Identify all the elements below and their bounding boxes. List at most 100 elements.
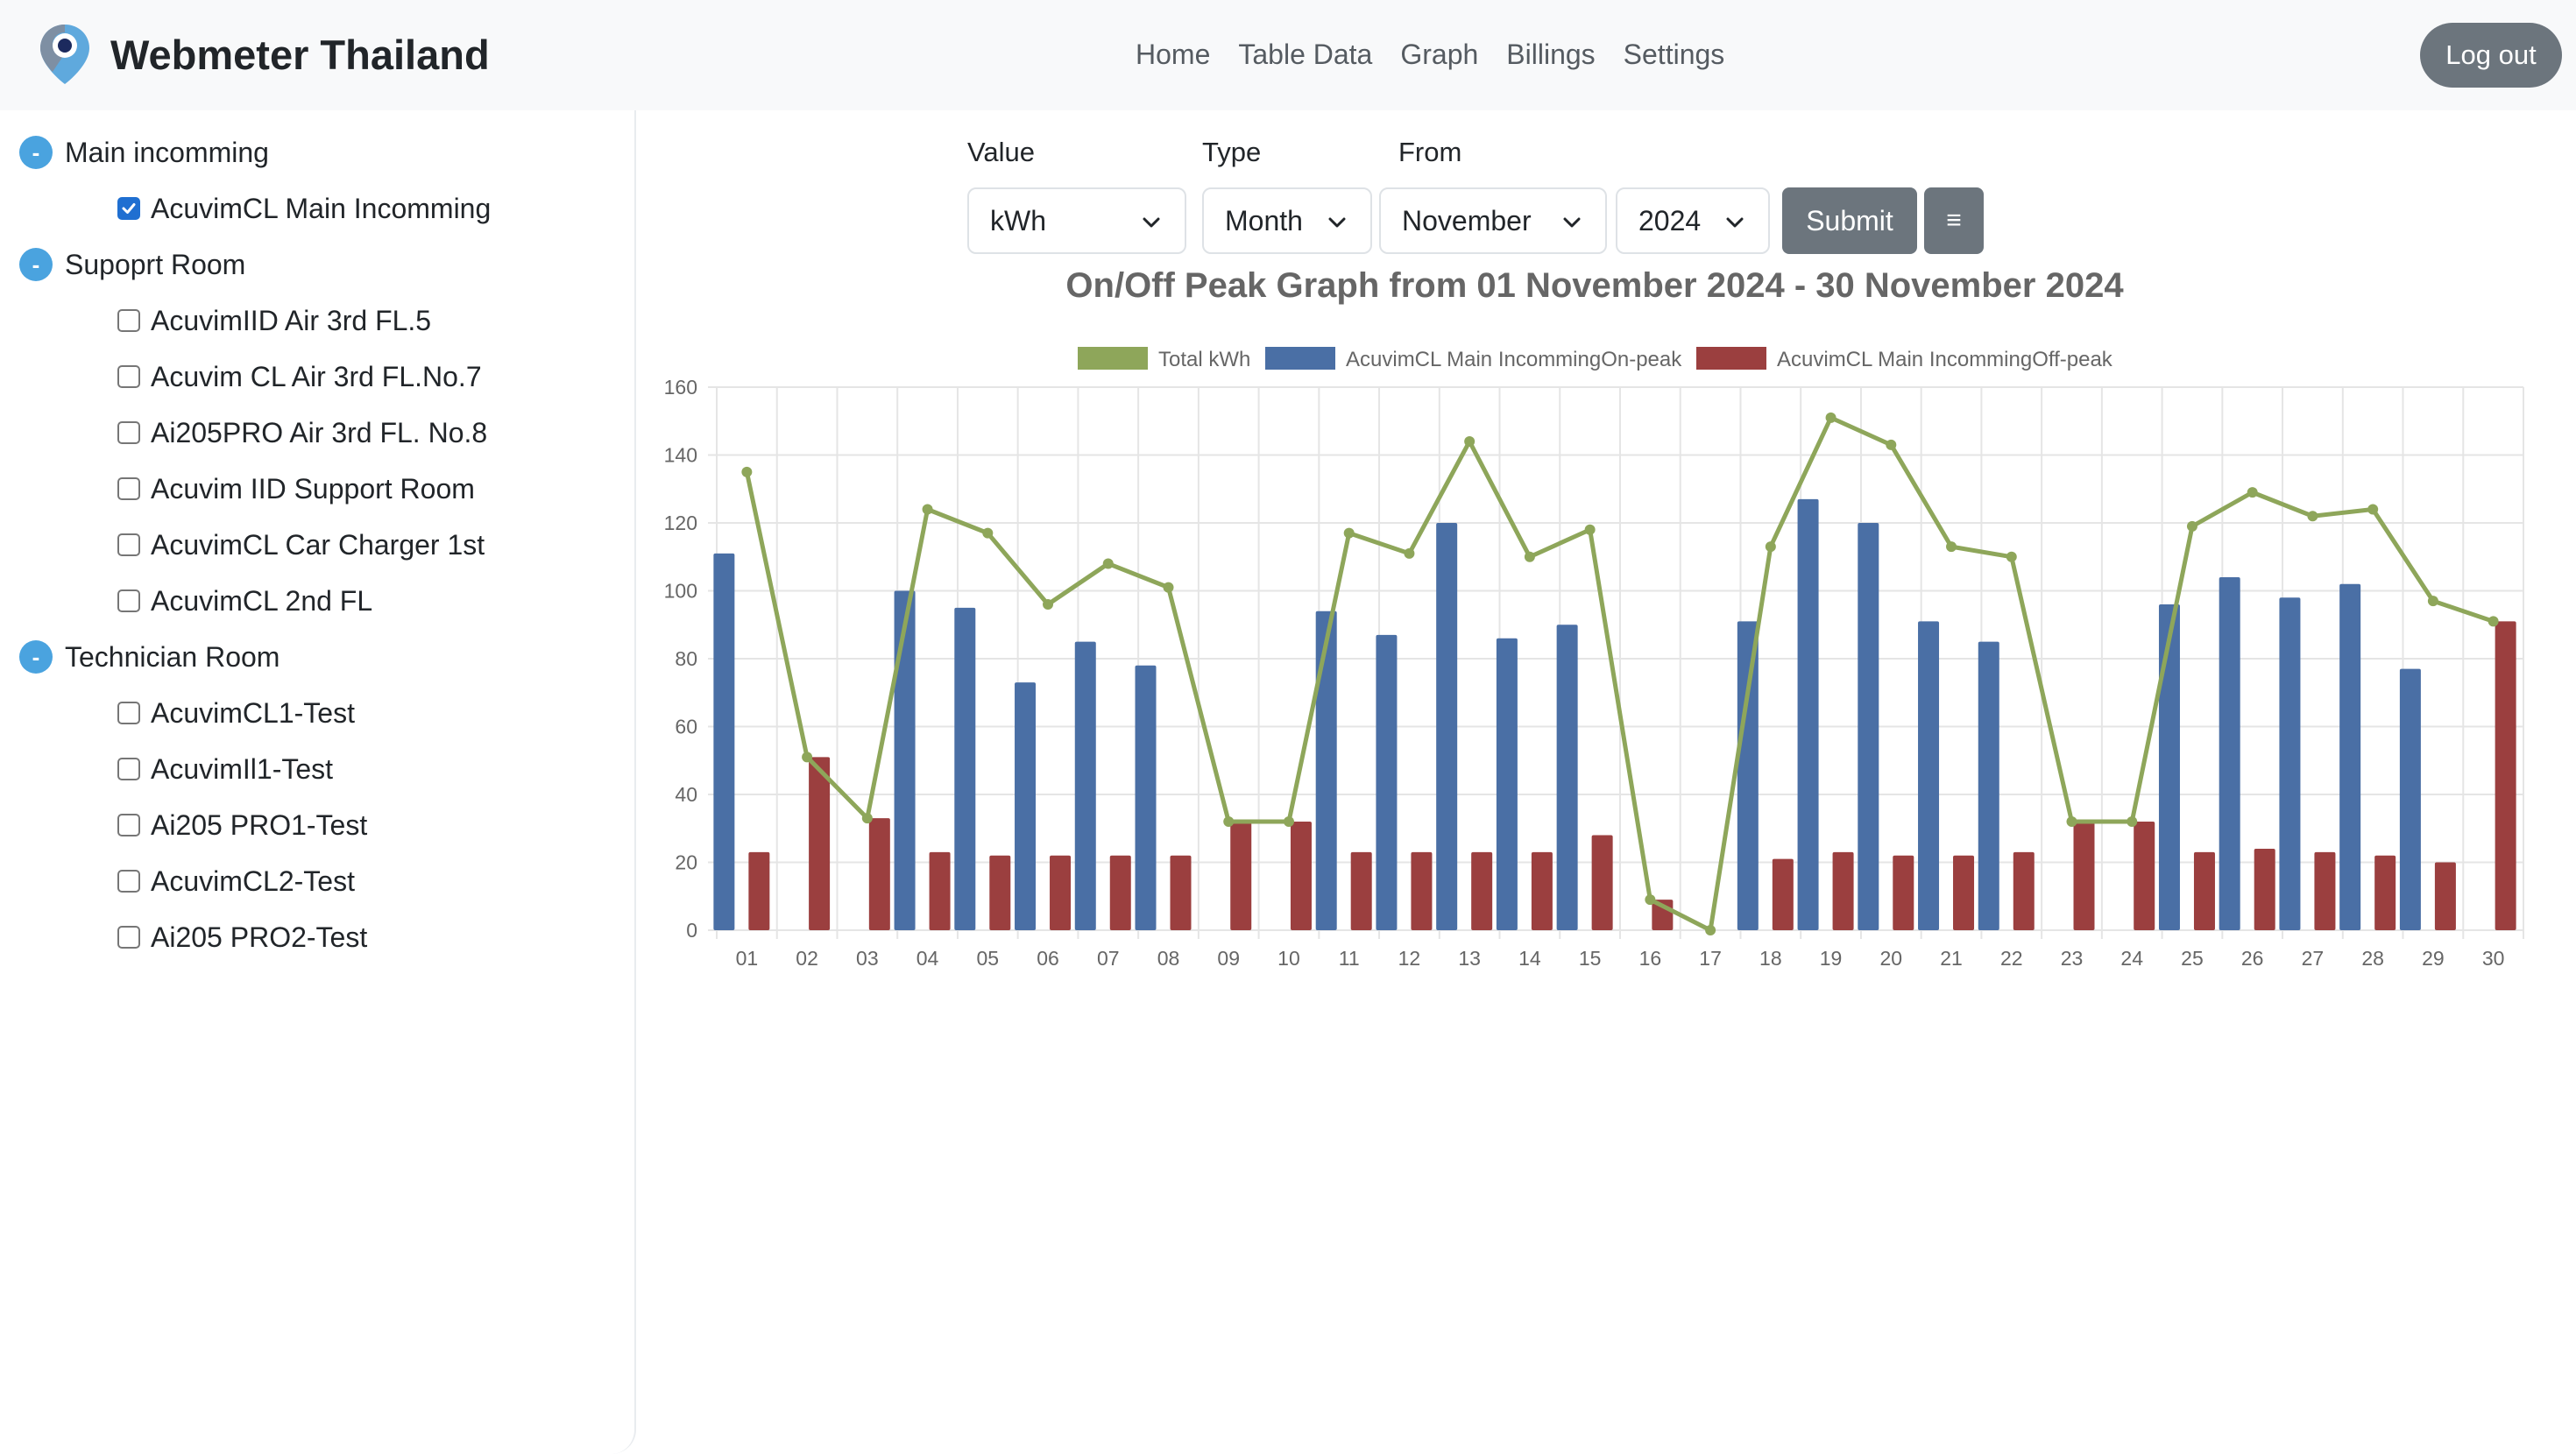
off-peak-bar	[1531, 851, 1553, 930]
tree-item[interactable]: AcuvimIl1-Test	[117, 746, 333, 792]
tree-item[interactable]: AcuvimIID Air 3rd FL.5	[117, 298, 431, 343]
tree-item[interactable]: AcuvimCL1-Test	[117, 690, 355, 736]
x-tick-label: 04	[916, 947, 939, 970]
item-checkbox[interactable]	[117, 814, 140, 836]
meter-tree-sidebar: - Main incomming AcuvimCL Main Incomming…	[0, 110, 636, 1454]
item-label: AcuvimIID Air 3rd FL.5	[151, 304, 432, 336]
tree-item[interactable]: AcuvimCL Car Charger 1st	[117, 522, 485, 568]
item-checkbox[interactable]	[117, 197, 140, 220]
nav-table-data[interactable]: Table Data	[1238, 38, 1373, 70]
tree-item[interactable]: AcuvimCL 2nd FL	[117, 578, 372, 624]
x-tick-label: 05	[977, 947, 1000, 970]
on-off-peak-chart: Total kWh AcuvimCL Main IncommingOn-peak A…	[664, 347, 2524, 970]
tree-item[interactable]: Acuvim CL Air 3rd FL.No.7	[117, 354, 482, 399]
off-peak-bar	[2193, 851, 2215, 930]
x-tick-label: 17	[1699, 947, 1722, 970]
submit-button[interactable]: Submit	[1782, 187, 1917, 254]
legend-label: Total kWh	[1158, 348, 1250, 371]
total-kwh-point	[2427, 596, 2438, 607]
x-tick-label: 14	[1518, 947, 1541, 970]
x-tick-label: 26	[2241, 947, 2264, 970]
brand-name: Webmeter Thailand	[110, 31, 490, 78]
total-kwh-point	[1946, 541, 1957, 553]
nav-home[interactable]: Home	[1136, 38, 1211, 70]
off-peak-bar	[1290, 822, 1312, 930]
on-peak-bar	[2339, 583, 2361, 930]
total-kwh-point	[1645, 894, 1656, 906]
on-peak-bar	[1918, 621, 1940, 930]
total-kwh-point	[1283, 816, 1294, 827]
tree-group-supoprt-room[interactable]: - Supoprt Room	[19, 242, 245, 287]
chart-bars	[713, 498, 2516, 930]
legend-label: AcuvimCL Main IncommingOff-peak	[1777, 348, 2113, 371]
x-tick-label: 27	[2302, 947, 2325, 970]
legend-swatch	[1078, 347, 1148, 370]
item-checkbox[interactable]	[117, 477, 140, 500]
collapse-toggle-icon[interactable]: -	[19, 248, 53, 281]
item-checkbox[interactable]	[117, 870, 140, 893]
chart-legend: Total kWh AcuvimCL Main IncommingOn-peak A…	[1078, 347, 2113, 371]
item-checkbox[interactable]	[117, 533, 140, 556]
total-kwh-point	[922, 504, 933, 515]
x-tick-label: 03	[856, 947, 879, 970]
type-label: Type	[1202, 137, 1262, 167]
on-peak-bar	[894, 590, 916, 930]
off-peak-bar	[1953, 855, 1975, 930]
x-tick-label: 08	[1157, 947, 1180, 970]
item-checkbox[interactable]	[117, 589, 140, 612]
nav-graph[interactable]: Graph	[1400, 38, 1479, 70]
collapse-toggle-icon[interactable]: -	[19, 136, 53, 169]
tree-group-technician-room[interactable]: - Technician Room	[19, 634, 280, 680]
item-checkbox[interactable]	[117, 758, 140, 780]
chart-grid	[708, 386, 2524, 939]
item-checkbox[interactable]	[117, 309, 140, 332]
item-checkbox[interactable]	[117, 421, 140, 444]
collapse-toggle-icon[interactable]: -	[19, 640, 53, 674]
y-tick-label: 120	[664, 512, 697, 534]
off-peak-bar	[1832, 851, 1854, 930]
item-checkbox[interactable]	[117, 926, 140, 949]
x-tick-label: 18	[1759, 947, 1782, 970]
total-kwh-point	[2186, 520, 2197, 532]
x-tick-label: 16	[1639, 947, 1662, 970]
x-tick-label: 25	[2181, 947, 2204, 970]
value-label: Value	[967, 137, 1035, 167]
logout-button[interactable]: Log out	[2420, 23, 2562, 88]
value-select-text: kWh	[990, 204, 1046, 236]
menu-button[interactable]: ≡	[1924, 187, 1984, 254]
year-select[interactable]: 2024	[1616, 187, 1770, 254]
type-select[interactable]: Month	[1202, 187, 1372, 254]
tree-item[interactable]: Acuvim IID Support Room	[117, 466, 475, 512]
item-label: AcuvimIl1-Test	[151, 752, 334, 785]
off-peak-bar	[1893, 855, 1914, 930]
item-checkbox[interactable]	[117, 365, 140, 388]
x-tick-label: 02	[796, 947, 818, 970]
off-peak-bar	[809, 757, 831, 930]
tree-item[interactable]: AcuvimCL2-Test	[117, 858, 355, 904]
month-select-text: November	[1402, 204, 1532, 236]
from-label: From	[1398, 137, 1462, 167]
brand[interactable]: Webmeter Thailand	[37, 19, 490, 89]
month-select[interactable]: November	[1379, 187, 1607, 254]
tree-item[interactable]: Ai205 PRO1-Test	[117, 802, 367, 848]
tree-item[interactable]: Ai205PRO Air 3rd FL. No.8	[117, 410, 487, 455]
total-kwh-point	[2247, 487, 2258, 498]
chevron-down-icon	[1328, 217, 1346, 228]
value-select[interactable]: kWh	[967, 187, 1186, 254]
total-kwh-point	[1404, 547, 1415, 559]
nav-settings[interactable]: Settings	[1623, 38, 1725, 70]
on-peak-bar	[954, 607, 976, 930]
item-label: AcuvimCL2-Test	[151, 865, 355, 897]
on-peak-bar	[1978, 641, 1999, 930]
x-tick-label: 01	[736, 947, 759, 970]
tree-group-main-incomming[interactable]: - Main incomming	[19, 130, 269, 175]
item-label: AcuvimCL Car Charger 1st	[151, 528, 485, 561]
on-peak-bar	[1496, 638, 1518, 930]
item-checkbox[interactable]	[117, 702, 140, 724]
tree-item[interactable]: Ai205 PRO2-Test	[117, 914, 367, 960]
type-select-text: Month	[1225, 204, 1303, 236]
nav-billings[interactable]: Billings	[1506, 38, 1596, 70]
on-peak-bar	[1376, 634, 1398, 930]
tree-item[interactable]: AcuvimCL Main Incomming	[117, 186, 491, 231]
off-peak-bar	[1591, 835, 1613, 930]
